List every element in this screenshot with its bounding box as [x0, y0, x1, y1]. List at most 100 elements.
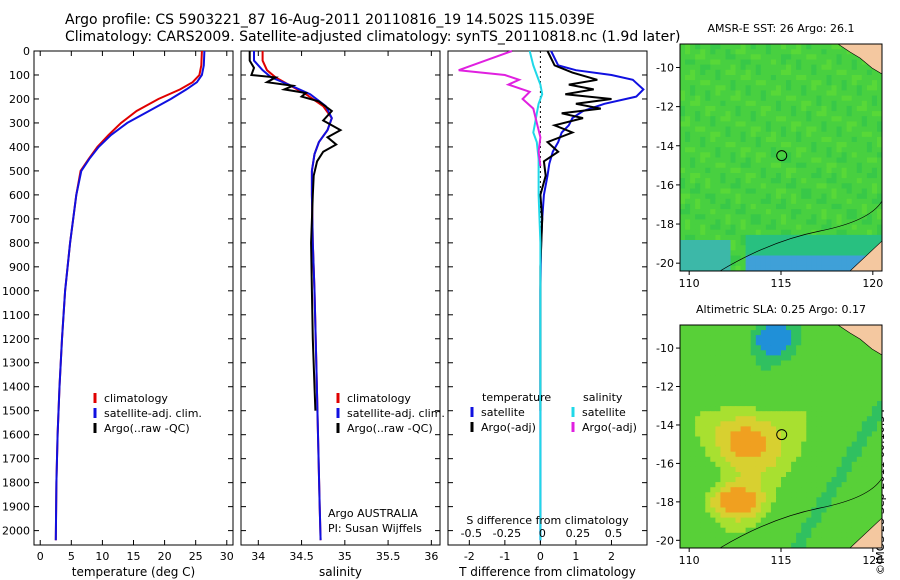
- sla-map-cell: [861, 512, 868, 519]
- sst-map-cell: [755, 126, 762, 133]
- sst-map-cell: [806, 69, 812, 76]
- sst-map-cell: [866, 183, 873, 190]
- sla-map-cell: [770, 375, 777, 382]
- sla-map-cell: [826, 325, 833, 331]
- sla-map-cell: [720, 507, 727, 514]
- sst-map-cell: [750, 167, 757, 174]
- sla-map-cell: [806, 325, 812, 331]
- sla-map-cell: [806, 390, 812, 397]
- sla-map-cell: [730, 436, 737, 443]
- sst-map-cell: [826, 69, 833, 76]
- sst-map-cell: [786, 100, 792, 107]
- sst-map-cell: [735, 152, 742, 159]
- sst-map-cell: [730, 265, 737, 271]
- sla-map-cell: [871, 385, 878, 392]
- sst-map-cell: [816, 219, 823, 226]
- sla-map-cell: [846, 416, 853, 422]
- sst-map-cell: [730, 59, 737, 66]
- sst-map-cell: [856, 229, 863, 236]
- sla-map-cell: [831, 487, 838, 493]
- sst-map-cell: [861, 209, 868, 215]
- sla-map-cell: [755, 446, 762, 453]
- sla-map-cell: [740, 350, 747, 356]
- sst-map-cell: [821, 121, 828, 128]
- sst-map-cell: [700, 90, 706, 97]
- sla-map-cell: [720, 456, 727, 463]
- sst-map-cell: [846, 90, 853, 97]
- sla-map-cell: [680, 411, 686, 417]
- sla-map-cell: [770, 497, 777, 503]
- sst-map-cell: [786, 157, 792, 164]
- sst-map-cell: [705, 90, 711, 97]
- sst-map-cell: [755, 80, 762, 86]
- sla-map-cell: [816, 385, 823, 392]
- sla-map-cell: [720, 512, 727, 519]
- sla-map-ytick-label: -10: [656, 342, 674, 355]
- sla-map-cell: [861, 350, 868, 356]
- sst-map-cell: [715, 142, 722, 148]
- sst-map-cell: [740, 234, 747, 241]
- sst-map-cell: [735, 162, 742, 169]
- sst-map-cell: [796, 265, 802, 271]
- sla-map-cell: [770, 482, 777, 488]
- sla-map-cell: [725, 532, 732, 539]
- sla-map-cell: [755, 472, 762, 478]
- sla-map-cell: [846, 436, 853, 443]
- sla-map-cell: [791, 537, 797, 544]
- sla-map-cell: [781, 487, 787, 493]
- sla-map-cell: [821, 436, 828, 443]
- sla-map-cell: [776, 451, 782, 458]
- sla-map-cell: [680, 340, 686, 346]
- sla-map-cell: [680, 406, 686, 412]
- sst-map-cell: [705, 250, 711, 257]
- sst-map-cell: [760, 136, 767, 143]
- sst-map-cell: [791, 111, 797, 117]
- sla-map-cell: [871, 472, 878, 478]
- sla-map-cell: [710, 472, 716, 478]
- sla-map-cell: [735, 461, 742, 468]
- sst-map-cell: [836, 147, 843, 153]
- sla-map-cell: [695, 335, 701, 341]
- sla-map-cell: [836, 446, 843, 453]
- sla-map-cell: [715, 406, 722, 412]
- sla-map-cell: [806, 406, 812, 412]
- sla-map-cell: [695, 436, 701, 443]
- sst-map-cell: [851, 162, 858, 169]
- sla-map-cell: [831, 380, 838, 387]
- sst-map-cell: [776, 44, 782, 50]
- sst-map-cell: [765, 234, 772, 241]
- sst-map-cell: [740, 203, 747, 210]
- sst-map-cell: [740, 152, 747, 159]
- sla-map-cell: [841, 411, 848, 417]
- sst-map-cell: [750, 240, 757, 246]
- temperature-xtick-label: 20: [158, 550, 172, 563]
- sla-map-cell: [851, 466, 858, 473]
- sst-map-xtick-label: 110: [679, 277, 700, 290]
- sla-map-cell: [821, 421, 828, 427]
- sst-map-cell: [715, 80, 722, 86]
- sla-map-cell: [685, 401, 691, 407]
- sla-map-cell: [760, 426, 767, 433]
- sst-map-cell: [871, 240, 878, 246]
- sst-map-cell: [695, 245, 701, 251]
- sst-map-cell: [826, 59, 833, 66]
- sst-map-cell: [705, 44, 711, 50]
- sst-map-cell: [740, 59, 747, 66]
- sst-map-cell: [685, 173, 691, 179]
- sst-map-cell: [877, 167, 882, 174]
- sla-map-cell: [811, 426, 817, 433]
- sst-map-cell: [755, 229, 762, 236]
- sla-map-cell: [720, 461, 727, 468]
- sla-map-cell: [781, 472, 787, 478]
- sla-map-cell: [836, 340, 843, 346]
- sla-map-cell: [831, 355, 838, 362]
- sst-map-cell: [811, 131, 817, 138]
- sla-map-cell: [750, 421, 757, 427]
- sla-map-cell: [846, 472, 853, 478]
- sst-map-cell: [730, 44, 737, 50]
- sst-map-cell: [786, 234, 792, 241]
- sst-map-cell: [806, 214, 812, 221]
- sla-map-cell: [750, 492, 757, 498]
- sla-map-cell: [680, 436, 686, 443]
- sst-map-cell: [811, 147, 817, 153]
